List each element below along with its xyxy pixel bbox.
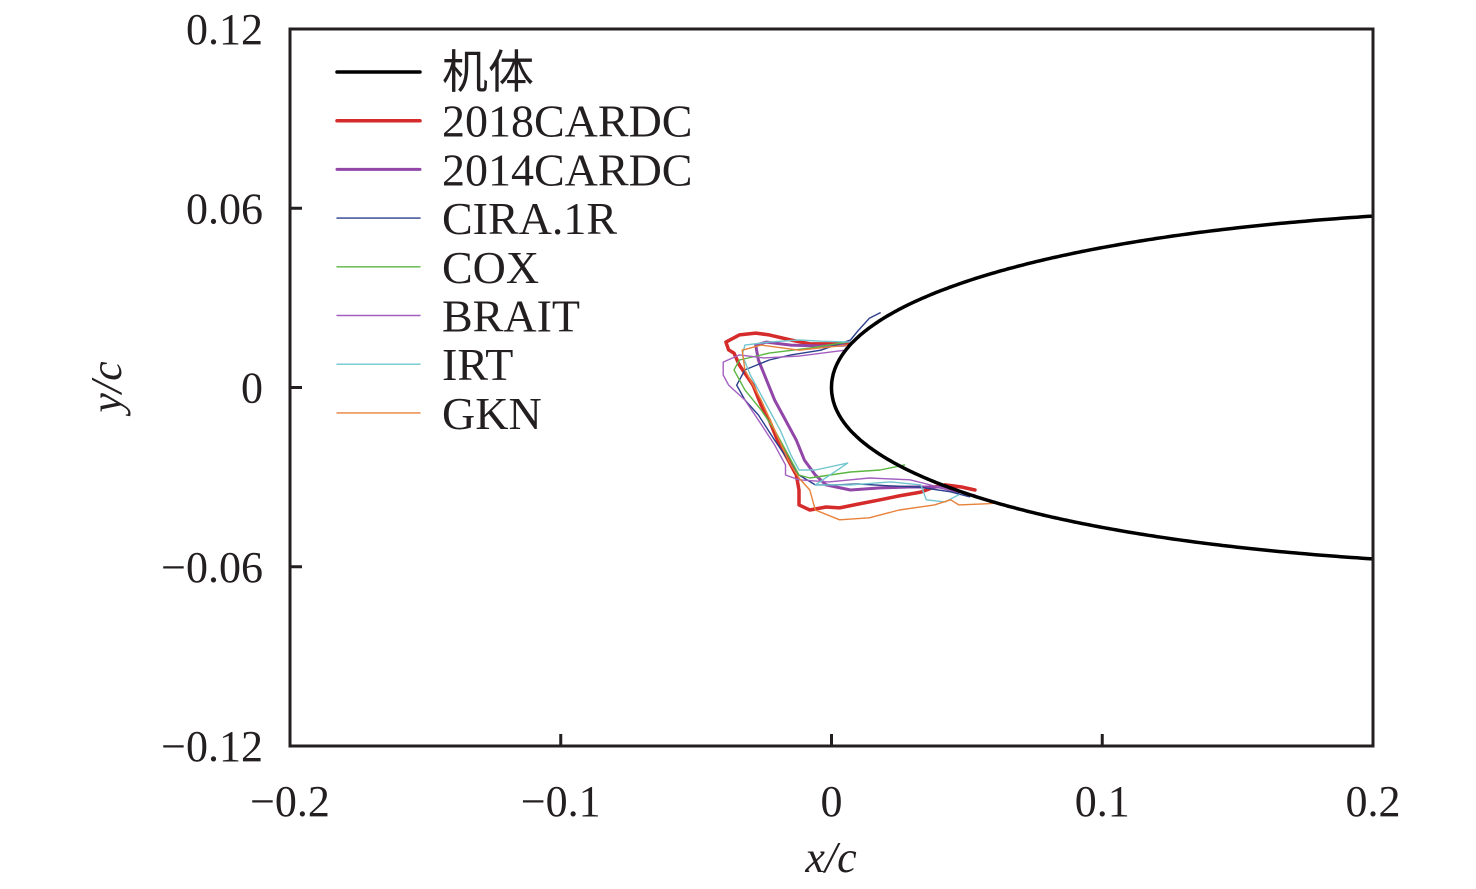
series-line- (829, 214, 1373, 561)
x-axis-label: x/c (804, 833, 857, 882)
y-tick-label: −0.06 (161, 543, 263, 592)
legend-label: CIRA.1R (442, 193, 617, 244)
ticks-layer: −0.2 −0.1 0 0.1 0.2 0.12 0.06 0 −0.06 −0.12 (161, 5, 1400, 826)
legend-label: 2018CARDC (442, 96, 692, 147)
series-line-gkn (741, 344, 1001, 521)
legend-label: IRT (442, 339, 513, 390)
series-line-cox (733, 341, 906, 479)
legend-label: 机体 (442, 47, 534, 98)
x-tick-label: −0.1 (521, 777, 601, 826)
y-tick-label: 0.12 (186, 5, 263, 54)
legend-label: COX (442, 242, 539, 293)
x-tick-label: −0.2 (250, 777, 330, 826)
legend: 机体2018CARDC2014CARDCCIRA.1RCOXBRAITIRTGK… (335, 47, 692, 439)
x-tick-label: 0 (821, 777, 843, 826)
x-tick-label: 0.2 (1346, 777, 1401, 826)
series-line-2018cardc (724, 331, 977, 512)
legend-label: GKN (442, 388, 542, 439)
y-tick-label: 0.06 (186, 184, 263, 233)
series-layer (722, 214, 1373, 561)
y-tick-label: −0.12 (161, 722, 263, 771)
y-tick-label: 0 (241, 364, 263, 413)
legend-label: BRAIT (442, 291, 580, 342)
series-line-irt (741, 339, 960, 503)
y-axis-label: y/c (82, 361, 131, 417)
legend-label: 2014CARDC (442, 144, 692, 195)
x-tick-label: 0.1 (1075, 777, 1130, 826)
series-line-brait (722, 349, 976, 496)
